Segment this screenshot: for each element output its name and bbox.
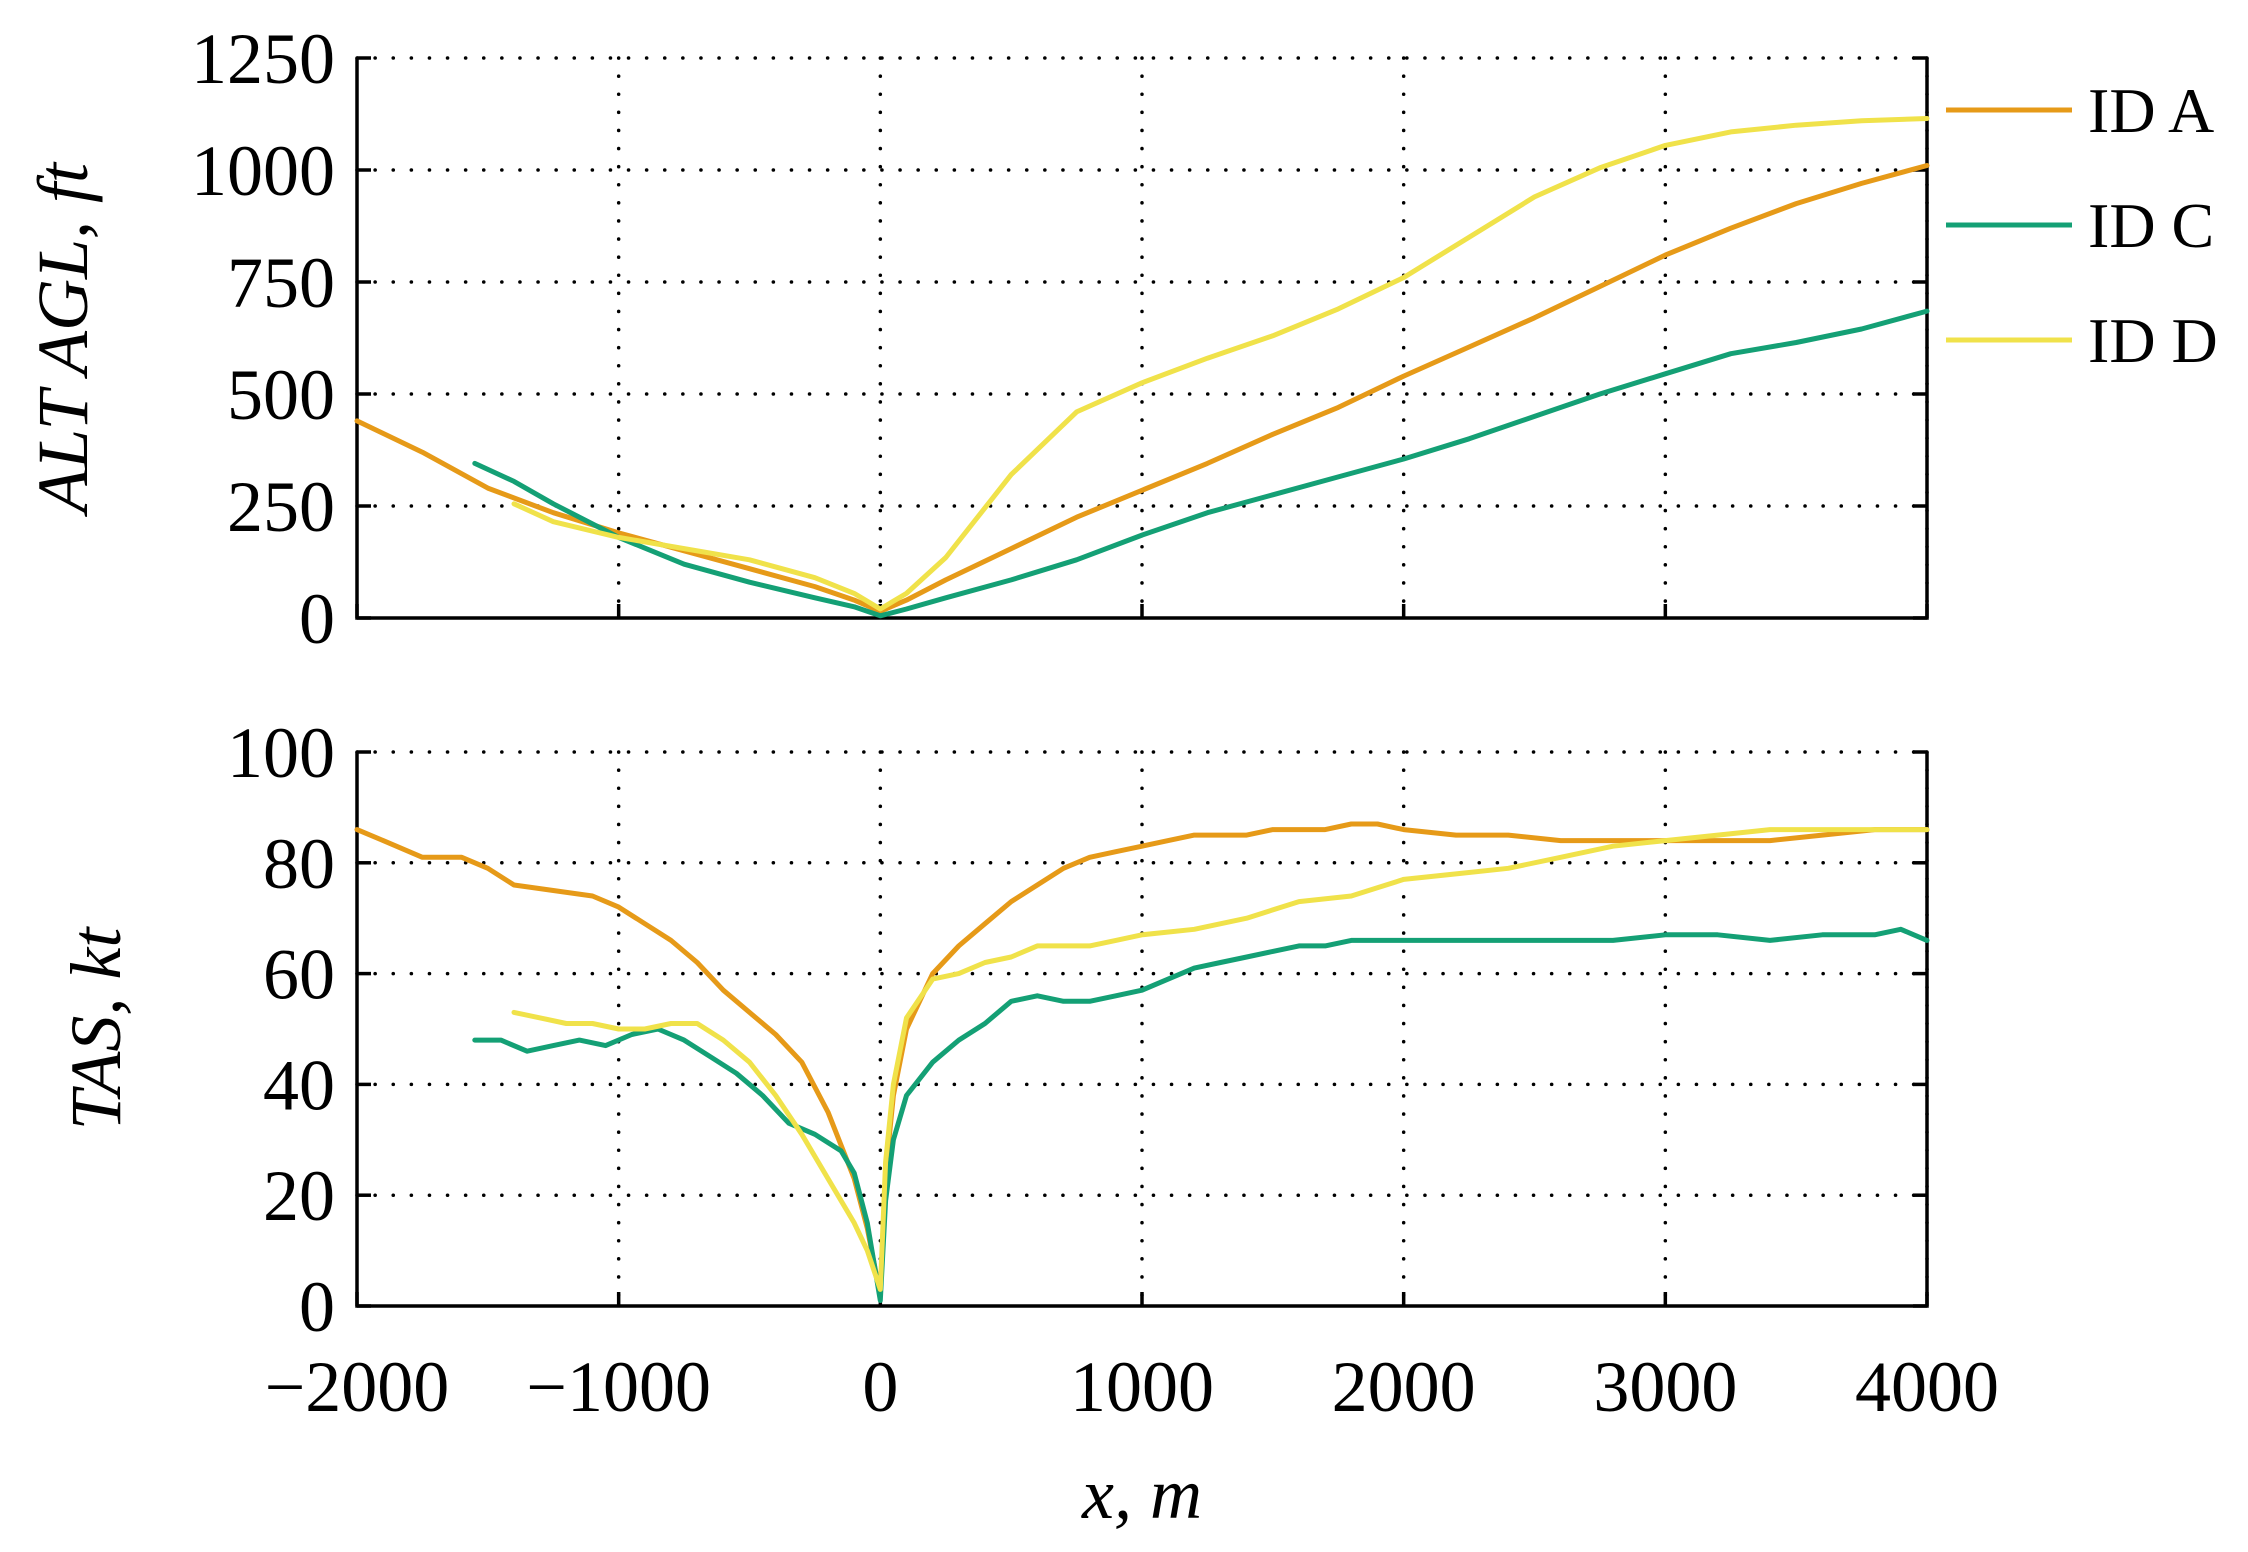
- legend-label-id-a: ID A: [2088, 75, 2214, 146]
- y-tick-label: 1250: [191, 19, 335, 99]
- airspeed-panel: 0 20 40 60 80 100 −2000 −1000 0 1000 2000 3000 4000 T…: [56, 713, 1999, 1534]
- y-tick-label: 250: [227, 467, 335, 547]
- x-tick-label: 4000: [1855, 1347, 1999, 1427]
- x-tick-label: 2000: [1332, 1347, 1476, 1427]
- y-tick-label: 40: [263, 1045, 335, 1125]
- legend-label-id-d: ID D: [2088, 305, 2218, 376]
- x-tick-label: −1000: [526, 1347, 711, 1427]
- series-line-id-c: [472, 926, 1930, 1303]
- x-tick-label: 0: [862, 1347, 898, 1427]
- altitude-panel: 0 250 500 750 1000 1250 ALT AGL, ft: [23, 19, 1930, 659]
- y-tick-label: 100: [227, 713, 335, 793]
- series-line-id-d: [511, 116, 1930, 612]
- series-line-id-c: [472, 308, 1930, 619]
- series-line-id-a: [354, 163, 1930, 614]
- y-tick-label: 80: [263, 824, 335, 904]
- y-tick-label: 20: [263, 1156, 335, 1236]
- x-tick-label: 3000: [1593, 1347, 1737, 1427]
- y-tick-label: 0: [299, 1267, 335, 1347]
- y-tick-label: 0: [299, 579, 335, 659]
- y-tick-label: 750: [227, 243, 335, 323]
- x-axis-title: x, m: [1081, 1454, 1202, 1534]
- x-tick-label: 1000: [1070, 1347, 1214, 1427]
- legend: ID A ID C ID D: [1946, 75, 2218, 376]
- y-axis-title: TAS, kt: [56, 926, 136, 1131]
- y-tick-label: 500: [227, 355, 335, 435]
- series-line-id-d: [511, 827, 1930, 1292]
- x-tick-label: −2000: [265, 1347, 450, 1427]
- y-tick-label: 1000: [191, 131, 335, 211]
- y-tick-label: 60: [263, 935, 335, 1015]
- series-line-id-a: [354, 821, 1930, 1298]
- legend-label-id-c: ID C: [2088, 190, 2214, 261]
- y-axis-title: ALT AGL, ft: [23, 161, 103, 517]
